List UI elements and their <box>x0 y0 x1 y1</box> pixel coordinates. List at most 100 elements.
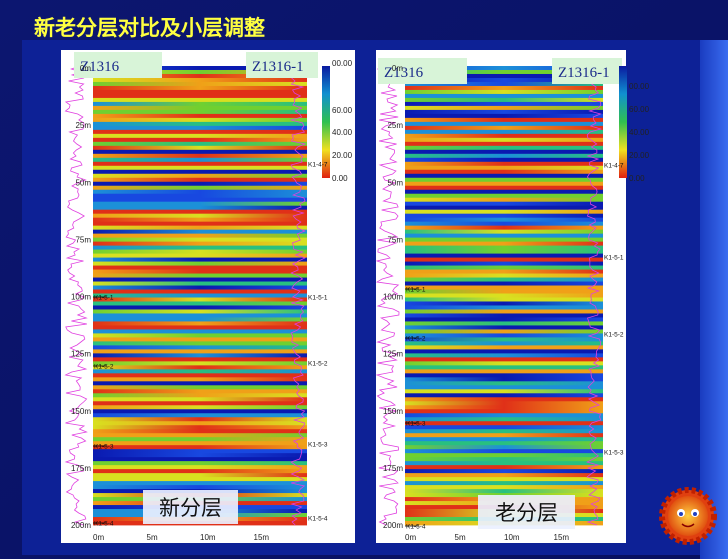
stripe <box>405 241 603 247</box>
caption-box <box>478 495 575 529</box>
stripe <box>405 245 603 250</box>
stripe <box>93 153 307 159</box>
log-curve <box>375 65 400 526</box>
stripe <box>93 233 307 239</box>
x-tick-label: 15m <box>254 533 270 542</box>
well-label-box <box>378 58 467 84</box>
stripe <box>405 345 603 350</box>
stripe <box>405 349 603 354</box>
stripe <box>405 425 603 430</box>
stripe <box>405 449 603 454</box>
stripe <box>93 165 307 171</box>
stripe <box>93 445 307 450</box>
stripe <box>405 281 603 286</box>
stripe <box>405 169 603 175</box>
stripe <box>405 305 603 310</box>
colorbar-tick-label: 40.00 <box>332 128 353 137</box>
stripe <box>93 121 307 127</box>
stripe <box>405 97 603 103</box>
stripe <box>405 229 603 235</box>
stripe <box>93 197 307 203</box>
stripe <box>405 289 603 294</box>
stripe <box>93 66 307 71</box>
stripe <box>405 141 603 147</box>
stripe <box>405 309 603 314</box>
stripe <box>405 185 603 191</box>
colorbar-tick-label: 60.00 <box>629 105 650 114</box>
stripe <box>93 301 307 306</box>
stripe <box>405 433 603 438</box>
x-tick-label: 15m <box>554 533 570 542</box>
right-marker: K1-5-1 <box>308 295 328 302</box>
stripe <box>93 109 307 115</box>
stripe <box>93 129 307 135</box>
stripe <box>405 397 603 402</box>
stripe <box>405 485 603 490</box>
stripe <box>93 97 307 103</box>
stripe <box>93 413 307 418</box>
stripe <box>93 205 307 211</box>
log-curve <box>289 65 307 526</box>
stripe <box>93 437 307 442</box>
stripe <box>405 261 603 266</box>
x-tick-label: 5m <box>455 533 466 542</box>
stripe <box>93 433 307 438</box>
stripe <box>405 461 603 466</box>
stripe <box>405 177 603 183</box>
stripe <box>405 233 603 239</box>
stripe <box>93 261 307 266</box>
stripe <box>405 301 603 306</box>
stripe <box>93 365 307 370</box>
stripe <box>93 321 307 326</box>
left-marker: K1-5-2 <box>94 364 114 371</box>
stripe <box>405 269 603 274</box>
colorbar <box>619 66 627 178</box>
stripe <box>405 321 603 326</box>
stripe <box>405 365 603 370</box>
stripe <box>93 181 307 187</box>
stripe <box>405 66 603 71</box>
depth-tick-label: 175m <box>71 464 91 473</box>
stripe <box>93 73 307 79</box>
stripe <box>405 197 603 203</box>
stripe <box>93 457 307 462</box>
stripe <box>93 133 307 139</box>
stripe <box>93 193 307 199</box>
stripe <box>93 361 307 366</box>
stripe <box>93 401 307 406</box>
stripe <box>405 353 603 358</box>
stripe <box>93 213 307 219</box>
colorbar-tick-label: 00.00 <box>629 82 650 91</box>
colorbar-tick-label: 20.00 <box>629 151 650 160</box>
stripe <box>93 293 307 298</box>
stripe <box>405 253 603 258</box>
depth-tick-label: 25m <box>75 121 91 130</box>
stripe <box>93 333 307 338</box>
stripe <box>93 417 307 422</box>
well-label-box <box>552 58 622 84</box>
stripe <box>93 377 307 382</box>
stripe <box>93 409 307 414</box>
right-marker: K1-4-7 <box>604 163 624 170</box>
stripe <box>93 353 307 358</box>
stripe <box>405 217 603 223</box>
depth-tick-label: 0m <box>392 64 403 73</box>
stripe <box>93 349 307 354</box>
stripe <box>93 481 307 486</box>
stripe <box>405 273 603 278</box>
depth-tick-label: 200m <box>71 521 91 530</box>
right-marker: K1-5-2 <box>604 332 624 339</box>
panels: Z1316 Z1316-1 0m 25m 50m 75m 100m 125m 150m 175m 2… <box>61 50 650 543</box>
stripe <box>405 369 603 374</box>
stripe <box>405 77 603 83</box>
stripe <box>93 285 307 290</box>
stripe <box>93 313 307 318</box>
stripe <box>405 457 603 462</box>
stripe <box>405 473 603 478</box>
left-marker: K1-5-2 <box>406 336 426 343</box>
colorbar-tick-label: 0.00 <box>332 174 348 183</box>
stripe <box>405 69 603 75</box>
stripe <box>93 189 307 195</box>
stripe <box>405 401 603 406</box>
stripe <box>93 297 307 302</box>
